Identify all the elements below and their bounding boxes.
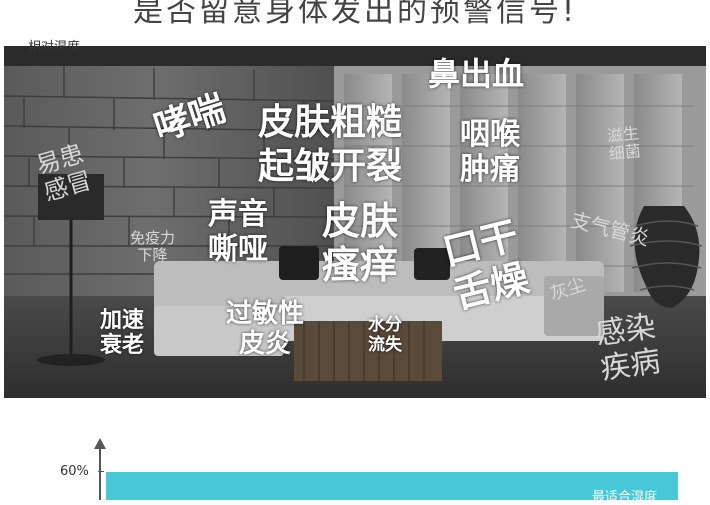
water-loss-line-1: 水分 xyxy=(368,315,402,335)
chart-y-tick-60: 60% xyxy=(60,464,89,479)
chart-y-axis-label: 相对湿度 xyxy=(28,40,81,55)
symptom-bacteria-growth: 滋生 细菌 xyxy=(606,123,642,164)
symptom-lower-immunity: 免疫力 下降 xyxy=(130,229,176,265)
water-loss-line-2: 流失 xyxy=(368,334,402,355)
room-illustration xyxy=(4,46,706,398)
chart-optimal-humidity-band xyxy=(106,472,678,500)
living-room-photo: 哮喘 皮肤粗糙 起皱开裂 鼻出血 咽喉 肿痛 声音 嘶哑 皮肤 瘙痒 口干 舌燥… xyxy=(4,46,706,398)
symptom-hoarse-voice: 声音 嘶哑 xyxy=(208,197,268,267)
symptom-cracking-skin: 起皱开裂 xyxy=(258,146,403,187)
page-headline: 是否留意身体发出的预警信号! xyxy=(132,0,578,29)
symptom-water-loss: 水分 流失 xyxy=(368,315,402,355)
itchy-skin-line-1: 皮肤 xyxy=(322,199,399,243)
chart-band-label: 最适合湿度 xyxy=(592,490,658,505)
symptom-sore-throat: 咽喉 肿痛 xyxy=(460,117,520,187)
sore-throat-line-2: 肿痛 xyxy=(460,151,520,187)
symptom-rough-skin: 皮肤粗糙 xyxy=(258,102,403,143)
hoarse-voice-line-1: 声音 xyxy=(208,197,268,232)
symptom-accelerated-aging: 加速 衰老 xyxy=(100,308,144,359)
symptom-itchy-skin: 皮肤 瘙痒 xyxy=(322,199,399,287)
bacteria-growth-line-2: 细菌 xyxy=(607,141,642,164)
hoarse-voice-line-2: 嘶哑 xyxy=(208,231,268,267)
itchy-skin-line-2: 瘙痒 xyxy=(322,242,399,287)
allergic-dermatitis-line-1: 过敏性 xyxy=(226,299,305,329)
sore-throat-line-1: 咽喉 xyxy=(460,117,520,152)
accelerated-aging-line-1: 加速 xyxy=(100,308,145,333)
symptom-infection-disease: 感染 疾病 xyxy=(593,309,662,387)
lower-immunity-line-1: 免疫力 xyxy=(130,229,176,247)
chart-y-tick-mark xyxy=(98,471,104,472)
y-axis-arrow-icon xyxy=(94,438,106,449)
lower-immunity-line-2: 下降 xyxy=(137,246,168,265)
symptom-allergic-dermatitis: 过敏性 皮炎 xyxy=(226,299,305,360)
symptom-nosebleed: 鼻出血 xyxy=(428,55,525,93)
accelerated-aging-line-2: 衰老 xyxy=(100,333,145,359)
chart-y-axis xyxy=(99,448,101,500)
allergic-dermatitis-line-2: 皮炎 xyxy=(239,328,292,359)
